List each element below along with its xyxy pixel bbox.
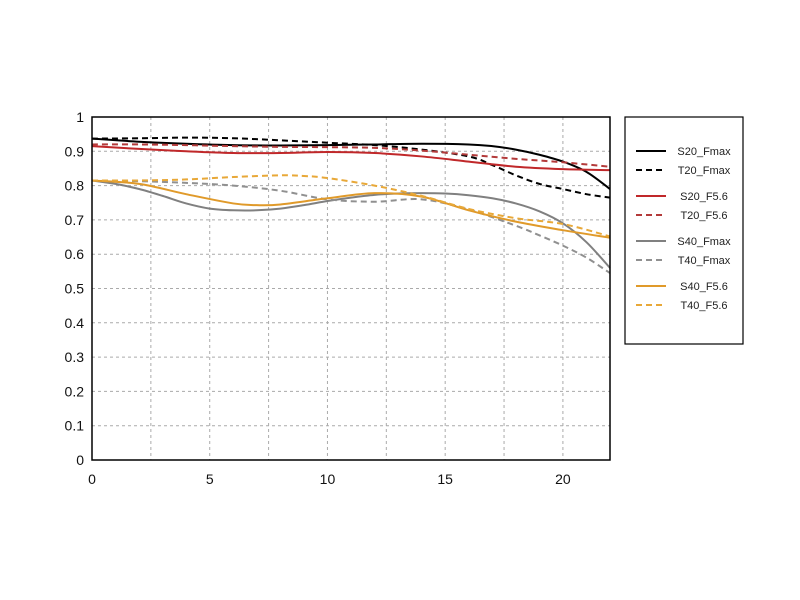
series-line-s20-fmax [91,137,611,190]
x-tick-label: 20 [555,471,571,487]
series-line-s40-fmax [91,179,611,269]
series-line-s40-f5-6 [91,179,611,239]
x-tick-label: 15 [437,471,453,487]
plot-frame [91,116,611,461]
y-tick-label: 0.1 [65,418,85,434]
y-tick-label: 0.7 [65,212,85,228]
legend-label-s40-f5-6: S40_F5.6 [680,281,728,293]
y-tick-label: 0.5 [65,281,85,297]
y-tick-label: 0.9 [65,143,85,159]
series-lines [91,136,611,274]
y-tick-label: 0.2 [65,383,85,399]
y-tick-label: 0.4 [65,315,85,331]
series-line-t20-fmax [91,136,611,199]
y-tick-label: 0.6 [65,246,85,262]
legend-label-s20-fmax: S20_Fmax [677,146,731,158]
legend-label-t40-f5-6: T40_F5.6 [680,300,727,312]
y-tick-label: 0.8 [65,178,85,194]
legend: S20_Fmax T20_Fmax S20_F5.6 T20_F5.6 S40_Fmax… [624,116,744,345]
legend-label-t20-fmax: T20_Fmax [678,165,731,177]
y-tick-label: 0.3 [65,349,85,365]
axes: 0 5 10 15 20 0 0.1 0.2 0.3 0.4 0.5 0.6 0.7 0.8 0.9 1 [65,109,571,487]
x-tick-label: 5 [206,471,214,487]
legend-box [624,116,744,345]
x-tick-label: 10 [320,471,336,487]
y-tick-label: 1 [76,109,84,125]
legend-label-s40-fmax: S40_Fmax [677,236,731,248]
y-tick-label: 0 [76,452,84,468]
series-line-t40-f5-6 [91,174,611,238]
legend-label-s20-f5-6: S20_F5.6 [680,191,728,203]
legend-label-t40-fmax: T40_Fmax [678,255,731,267]
x-tick-label: 0 [88,471,96,487]
series-line-t20-f5-6 [91,143,611,168]
legend-label-t20-f5-6: T20_F5.6 [680,210,727,222]
series-line-s20-f5-6 [91,145,611,172]
